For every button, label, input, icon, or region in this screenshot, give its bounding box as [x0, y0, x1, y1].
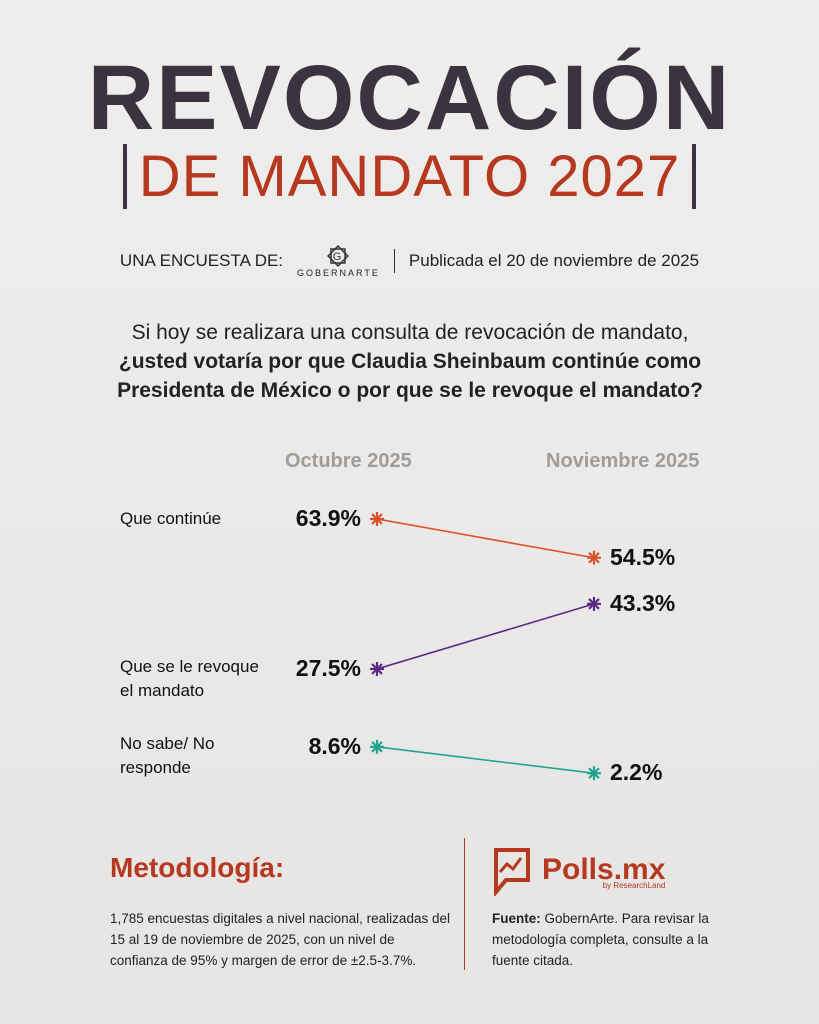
divider: [464, 838, 465, 970]
data-point-marker: [587, 766, 601, 781]
polls-chart-icon: [494, 848, 530, 896]
data-label: 54.5%: [610, 543, 676, 570]
byline-prefix: UNA ENCUESTA DE:: [119, 251, 284, 270]
polls-mx-logo: Polls.mx by ResearchLand: [492, 846, 665, 896]
methodology-text: 1,785 encuestas digitales a nivel nacion…: [110, 911, 450, 968]
svg-text:G: G: [333, 251, 344, 263]
source-text: Fuente: GobernArte. Para revisar la meto…: [492, 908, 732, 971]
title-line1: REVOCACIÓN: [87, 47, 732, 149]
data-label: 27.5%: [295, 654, 361, 681]
series-line: [376, 518, 595, 559]
series-label-continue: Que continúe: [120, 509, 222, 528]
series-label-revoke: Que se le revoque el mandato: [120, 657, 259, 700]
divider: [393, 249, 395, 273]
polls-brand-sub: by ResearchLand: [602, 880, 666, 890]
series-line: [376, 603, 595, 670]
gobernarte-logo: G GOBERNARTE: [297, 244, 380, 278]
data-label: 63.9%: [295, 505, 361, 531]
source-label: Fuente:: [492, 911, 541, 926]
series-label-unknown: No sabe/ No responde: [120, 734, 215, 777]
question-line2: ¿usted votaría por que Claudia Sheinbaum…: [117, 350, 703, 402]
data-point-marker: [370, 661, 384, 676]
data-point-marker: [370, 512, 384, 526]
source-body: GobernArte. Para revisar la metodología …: [492, 911, 709, 968]
polls-brand: Polls.mx: [542, 852, 666, 886]
published-date: Publicada el 20 de noviembre de 2025: [408, 251, 700, 270]
gobernarte-logo-icon: G: [327, 245, 350, 267]
data-point-marker: [587, 596, 601, 611]
column-header-nov: Noviembre 2025: [546, 450, 700, 472]
data-label: 8.6%: [308, 732, 361, 759]
series-line: [376, 746, 595, 774]
methodology-heading: Metodología:: [110, 852, 285, 883]
question: Si hoy se realizara una consulta de revo…: [100, 318, 720, 405]
gobernarte-logo-text: GOBERNARTE: [297, 268, 380, 278]
question-line1: Si hoy se realizara una consulta de revo…: [131, 321, 689, 344]
byline: UNA ENCUESTA DE: G GOBERNARTE Publicada …: [0, 244, 819, 278]
data-label: 43.3%: [610, 589, 676, 616]
data-point-marker: [587, 550, 601, 565]
data-point-marker: [370, 739, 384, 754]
title-line2: DE MANDATO 2027: [122, 144, 697, 209]
data-label: 2.2%: [610, 759, 663, 786]
column-header-oct: Octubre 2025: [285, 450, 412, 472]
